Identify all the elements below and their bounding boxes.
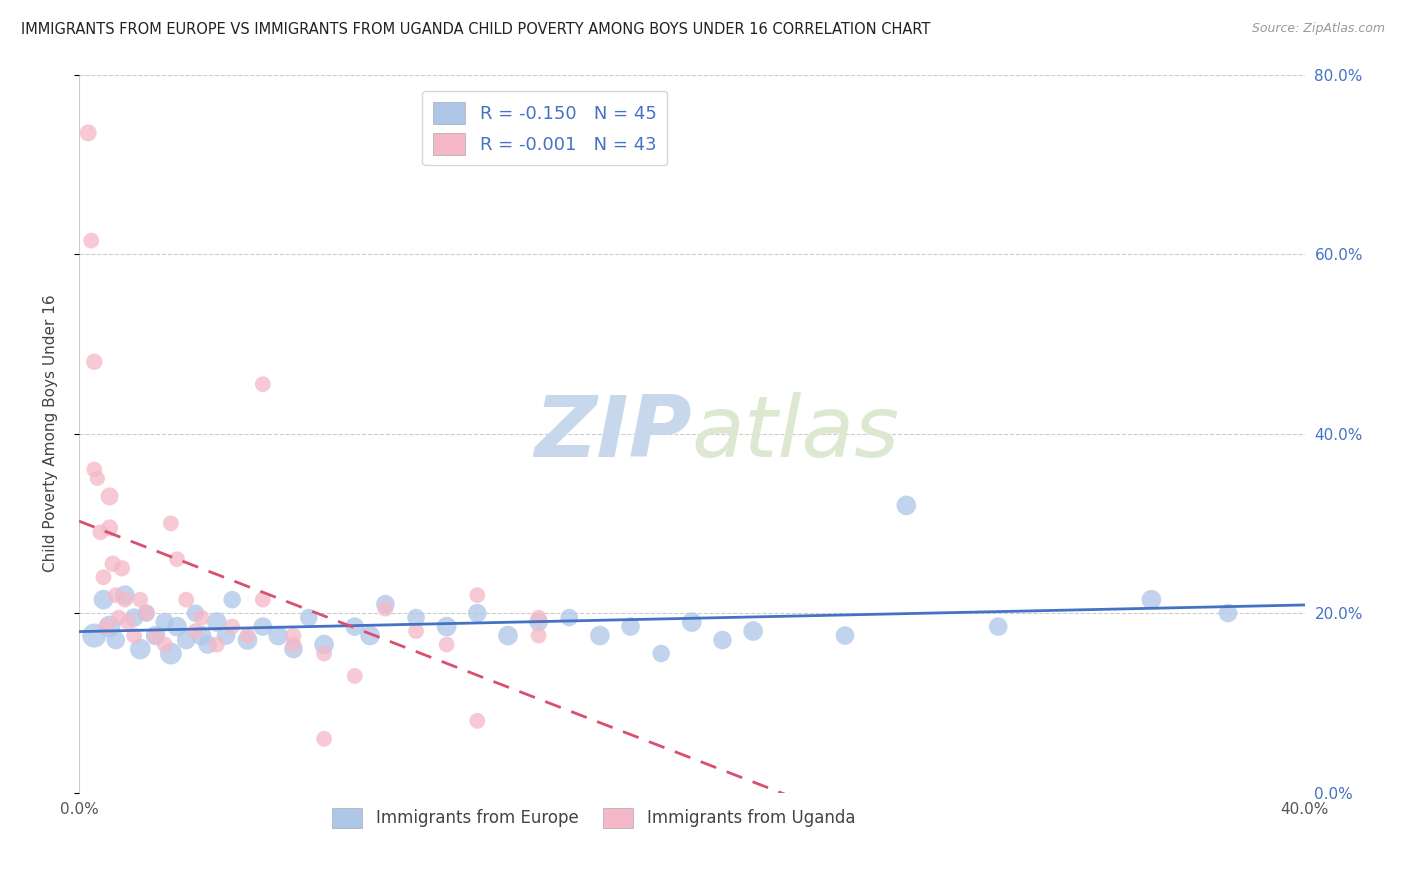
Point <box>252 619 274 633</box>
Point <box>135 606 157 620</box>
Point <box>89 525 111 540</box>
Legend: Immigrants from Europe, Immigrants from Uganda: Immigrants from Europe, Immigrants from … <box>326 801 862 835</box>
Point <box>405 624 427 638</box>
Point <box>314 731 336 746</box>
Point <box>86 471 108 485</box>
Point <box>77 126 100 140</box>
Point <box>80 234 103 248</box>
Point <box>98 521 121 535</box>
Point <box>98 619 121 633</box>
Point <box>527 615 550 629</box>
Point <box>129 592 152 607</box>
Point <box>283 642 305 657</box>
Point <box>343 619 366 633</box>
Point <box>145 629 167 643</box>
Point <box>314 638 336 652</box>
Point <box>374 597 396 611</box>
Point <box>111 561 134 575</box>
Point <box>343 669 366 683</box>
Point <box>93 592 115 607</box>
Point <box>122 610 145 624</box>
Point <box>117 615 139 629</box>
Text: IMMIGRANTS FROM EUROPE VS IMMIGRANTS FROM UGANDA CHILD POVERTY AMONG BOYS UNDER : IMMIGRANTS FROM EUROPE VS IMMIGRANTS FRO… <box>21 22 931 37</box>
Point <box>436 619 458 633</box>
Point <box>896 499 918 513</box>
Point <box>834 629 856 643</box>
Point <box>174 633 197 648</box>
Point <box>107 610 129 624</box>
Point <box>405 610 427 624</box>
Point <box>83 462 105 476</box>
Point <box>129 642 152 657</box>
Point <box>236 633 259 648</box>
Point <box>252 377 274 392</box>
Y-axis label: Child Poverty Among Boys Under 16: Child Poverty Among Boys Under 16 <box>44 294 58 573</box>
Text: ZIP: ZIP <box>534 392 692 475</box>
Point <box>465 714 488 728</box>
Point <box>558 610 581 624</box>
Point <box>205 638 228 652</box>
Point <box>122 629 145 643</box>
Point <box>104 633 127 648</box>
Point <box>96 619 118 633</box>
Point <box>98 490 121 504</box>
Point <box>359 629 381 643</box>
Point <box>267 629 290 643</box>
Point <box>160 516 183 531</box>
Point <box>236 629 259 643</box>
Point <box>197 638 219 652</box>
Point <box>166 619 188 633</box>
Point <box>215 629 238 643</box>
Point <box>221 592 243 607</box>
Point <box>160 647 183 661</box>
Point <box>436 638 458 652</box>
Point <box>987 619 1010 633</box>
Point <box>496 629 519 643</box>
Point <box>298 610 321 624</box>
Text: atlas: atlas <box>692 392 900 475</box>
Point <box>83 629 105 643</box>
Point <box>465 606 488 620</box>
Point <box>166 552 188 566</box>
Point <box>742 624 765 638</box>
Point <box>184 606 207 620</box>
Point <box>1140 592 1163 607</box>
Point <box>589 629 612 643</box>
Point <box>205 615 228 629</box>
Point <box>101 557 124 571</box>
Point <box>190 629 212 643</box>
Point <box>145 629 167 643</box>
Point <box>174 592 197 607</box>
Point <box>104 588 127 602</box>
Point <box>114 592 136 607</box>
Point <box>650 647 672 661</box>
Point <box>221 619 243 633</box>
Point <box>283 638 305 652</box>
Point <box>527 629 550 643</box>
Point <box>135 606 157 620</box>
Point <box>114 588 136 602</box>
Point <box>527 610 550 624</box>
Point <box>83 355 105 369</box>
Point <box>184 624 207 638</box>
Point <box>153 638 176 652</box>
Point <box>681 615 703 629</box>
Point <box>711 633 734 648</box>
Point <box>252 592 274 607</box>
Point <box>465 588 488 602</box>
Point <box>619 619 641 633</box>
Point <box>374 601 396 615</box>
Point <box>1216 606 1239 620</box>
Point <box>153 615 176 629</box>
Point <box>283 629 305 643</box>
Text: Source: ZipAtlas.com: Source: ZipAtlas.com <box>1251 22 1385 36</box>
Point <box>190 610 212 624</box>
Point <box>93 570 115 584</box>
Point <box>314 647 336 661</box>
